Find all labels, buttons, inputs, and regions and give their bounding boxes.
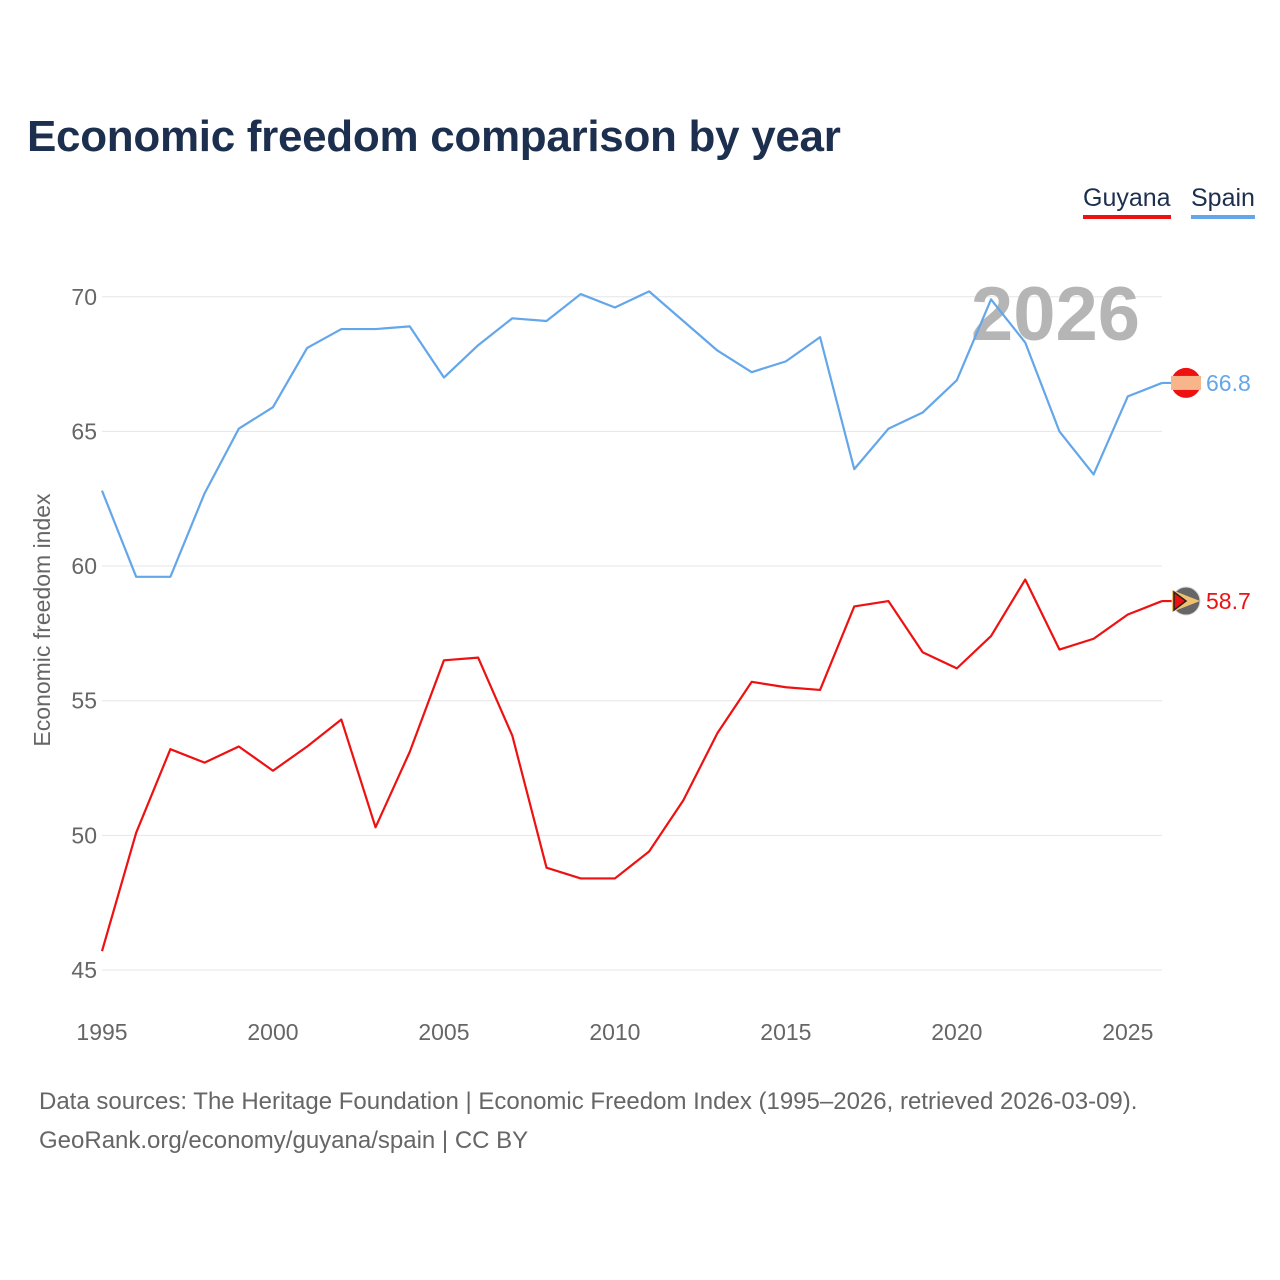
spain-flag-stripe	[1171, 375, 1201, 390]
y-tick-label: 70	[71, 284, 97, 310]
series-line-guyana	[100, 578, 1163, 952]
source-url: GeoRank.org/economy/guyana/spain | CC BY	[39, 1127, 529, 1154]
x-tick-label: 2015	[760, 1019, 811, 1045]
legend-guyana[interactable]: Guyana	[1083, 184, 1171, 219]
x-tick-label: 2005	[418, 1019, 469, 1045]
end-value-label-spain: 66.8	[1206, 370, 1251, 396]
y-tick-label: 55	[71, 688, 97, 714]
end-value-label-guyana: 58.7	[1206, 588, 1251, 614]
x-tick-label: 2010	[589, 1019, 640, 1045]
source-line: Data sources: The Heritage Foundation | …	[39, 1088, 1138, 1115]
x-tick-label: 2000	[247, 1019, 298, 1045]
x-tick-label: 2025	[1102, 1019, 1153, 1045]
y-tick-label: 60	[71, 553, 97, 579]
x-tick-label: 2020	[931, 1019, 982, 1045]
x-tick-label: 1995	[76, 1019, 127, 1045]
legend-spain[interactable]: Spain	[1191, 184, 1255, 219]
y-axis-label: Economic freedom index	[29, 493, 55, 747]
guyana-flag-triangle	[1173, 590, 1188, 612]
y-tick-label: 65	[71, 418, 97, 444]
year-watermark: 2026	[971, 272, 1140, 357]
y-tick-label: 45	[71, 957, 97, 983]
y-tick-label: 50	[71, 822, 97, 848]
series-line-spain	[100, 290, 1163, 578]
chart-title: Economic freedom comparison by year	[27, 112, 841, 161]
